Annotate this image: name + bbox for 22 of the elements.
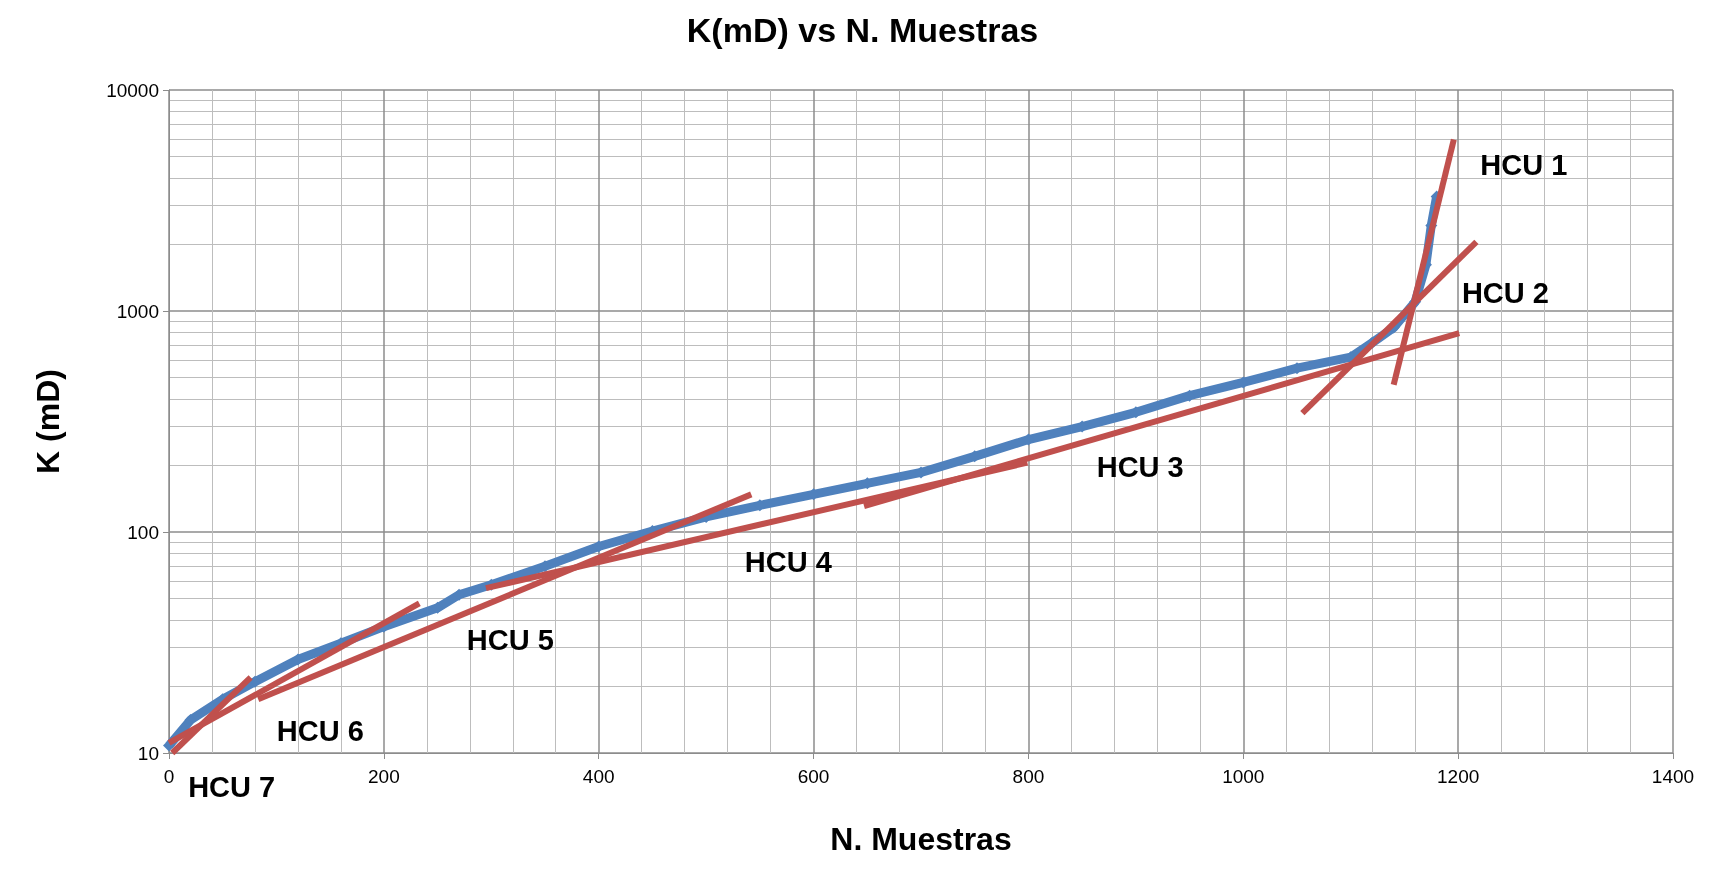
series-label: HCU 5: [466, 624, 554, 657]
x-tick-label: 800: [1012, 766, 1045, 787]
series-label: HCU 3: [1096, 451, 1184, 484]
x-tick-label: 1200: [1437, 766, 1480, 787]
series-label: HCU 6: [276, 715, 364, 748]
y-tick-label: 10: [137, 742, 159, 764]
series-label: HCU 1: [1480, 148, 1568, 181]
chart-title: K(mD) vs N. Muestras: [686, 11, 1039, 49]
x-tick-label: 200: [368, 766, 400, 787]
y-tick-label: 10000: [106, 79, 159, 101]
y-tick-label: 100: [127, 521, 159, 543]
x-axis-title: N. Muestras: [830, 821, 1012, 857]
y-tick-label: 1000: [116, 300, 159, 322]
x-tick-label: 600: [797, 766, 830, 787]
series-label: HCU 2: [1461, 276, 1549, 309]
x-tick-label: 1000: [1222, 766, 1265, 787]
x-tick-label: 1400: [1651, 766, 1695, 787]
x-tick-label: 0: [163, 766, 175, 787]
x-tick-label: 400: [582, 766, 615, 787]
y-axis-title: K (mD): [30, 369, 66, 474]
series-label: HCU 7: [188, 771, 276, 804]
series-label: HCU 4: [744, 545, 832, 578]
